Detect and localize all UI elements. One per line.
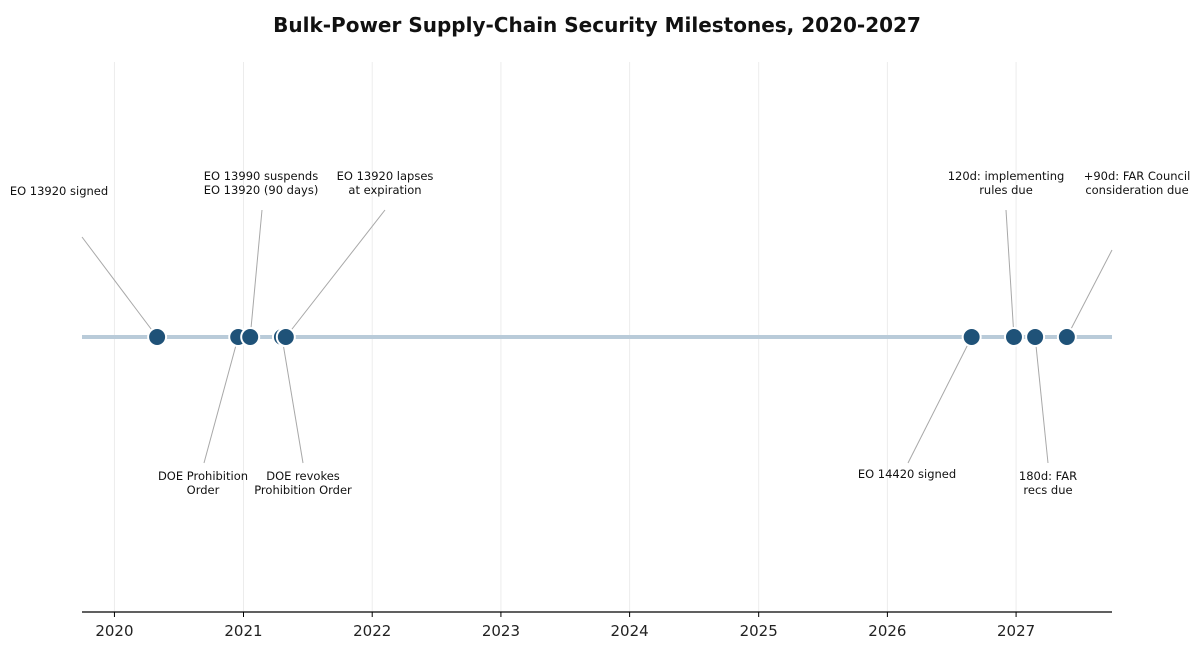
leader-line-6 <box>907 336 973 464</box>
event-label-6: EO 14420 signed <box>858 467 956 481</box>
leader-line-5 <box>285 209 386 338</box>
x-tick-label-2023: 2023 <box>482 622 520 640</box>
event-annotations: EO 13920 signed DOE Prohibition Order EO 13… <box>10 169 1190 497</box>
x-tick-label-2021: 2021 <box>224 622 262 640</box>
event-label-line: DOE Prohibition <box>158 469 248 483</box>
event-label-3: EO 13990 suspends EO 13920 (90 days) <box>204 169 319 197</box>
event-marker-1 <box>147 327 168 347</box>
event-label-line: rules due <box>979 183 1033 197</box>
leader-lines <box>81 209 1113 464</box>
event-label-9: +90d: FAR Council consideration due <box>1084 169 1191 197</box>
event-label-line: EO 14420 signed <box>858 467 956 481</box>
leader-line-9 <box>1066 249 1113 338</box>
event-label-2: DOE Prohibition Order <box>158 469 248 497</box>
x-tick-label-2020: 2020 <box>95 622 133 640</box>
x-tick-label-2025: 2025 <box>740 622 778 640</box>
event-label-4: DOE revokes Prohibition Order <box>254 469 352 497</box>
event-marker-3 <box>240 327 261 347</box>
event-label-line: 120d: implementing <box>948 169 1065 183</box>
leader-line-7 <box>1005 209 1015 338</box>
chart-title: Bulk-Power Supply-Chain Security Milesto… <box>273 13 921 37</box>
event-label-line: EO 13920 (90 days) <box>204 183 319 197</box>
x-tick-label-2022: 2022 <box>353 622 391 640</box>
event-label-line: recs due <box>1023 483 1072 497</box>
event-label-1: EO 13920 signed <box>10 184 108 198</box>
leader-line-8 <box>1034 336 1049 464</box>
event-label-line: +90d: FAR Council <box>1084 169 1191 183</box>
x-tick-label-2024: 2024 <box>611 622 649 640</box>
x-tick-label-2027: 2027 <box>997 622 1035 640</box>
event-label-8: 180d: FAR recs due <box>1019 469 1077 497</box>
event-marker-7 <box>1003 327 1024 347</box>
event-label-line: DOE revokes <box>266 469 340 483</box>
leader-line-3 <box>249 209 263 338</box>
leader-line-4 <box>281 336 304 464</box>
event-label-line: at expiration <box>348 183 421 197</box>
event-label-line: consideration due <box>1085 183 1188 197</box>
x-tick-label-2026: 2026 <box>868 622 906 640</box>
leader-line-1 <box>81 236 158 338</box>
leader-line-2 <box>203 336 239 464</box>
x-axis: 2020 2021 2022 2023 2024 2025 2026 2027 <box>82 611 1112 640</box>
event-label-line: EO 13920 signed <box>10 184 108 198</box>
event-label-7: 120d: implementing rules due <box>948 169 1065 197</box>
event-marker-6 <box>961 327 982 347</box>
event-label-5: EO 13920 lapses at expiration <box>337 169 434 197</box>
event-marker-9 <box>1056 327 1077 347</box>
event-label-line: 180d: FAR <box>1019 469 1077 483</box>
event-label-line: EO 13920 lapses <box>337 169 434 183</box>
event-marker-8 <box>1025 327 1046 347</box>
event-marker-5 <box>275 327 296 347</box>
event-label-line: Order <box>187 483 220 497</box>
event-label-line: EO 13990 suspends <box>204 169 318 183</box>
event-markers <box>147 327 1077 347</box>
event-label-line: Prohibition Order <box>254 483 352 497</box>
